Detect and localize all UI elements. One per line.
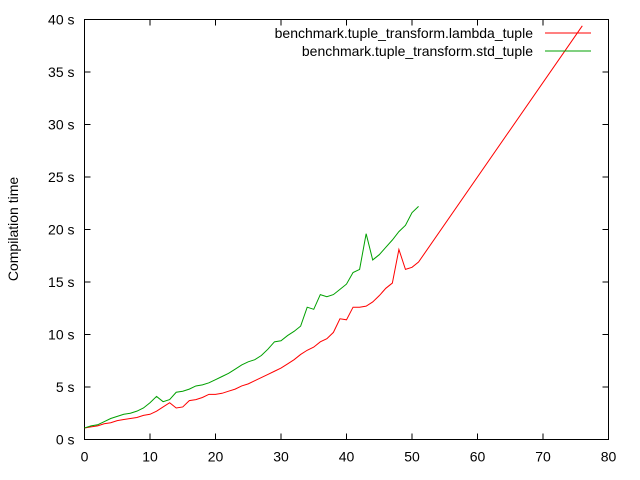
x-tick-label: 80: [601, 449, 617, 465]
x-tick-label: 70: [535, 449, 551, 465]
series-line-1: [84, 25, 583, 429]
series-line-2: [84, 206, 419, 429]
x-tick-label: 50: [404, 449, 420, 465]
x-tick-label: 20: [208, 449, 224, 465]
y-tick-label: 25 s: [48, 169, 74, 185]
y-tick-label: 10 s: [48, 327, 74, 343]
legend: benchmark.tuple_transform.lambda_tuplebe…: [275, 25, 591, 59]
y-axis-title: Compilation time: [5, 177, 21, 281]
x-tick-label: 10: [142, 449, 158, 465]
x-tick-label: 40: [339, 449, 355, 465]
plot-frame: [84, 19, 609, 440]
y-tick-label: 5 s: [56, 379, 75, 395]
series-group: [84, 25, 583, 429]
y-tick-label: 20 s: [48, 222, 74, 238]
y-tick-label: 35 s: [48, 64, 74, 80]
y-tick-label: 40 s: [48, 12, 74, 28]
legend-label-1: benchmark.tuple_transform.lambda_tuple: [275, 25, 534, 41]
y-tick-label: 15 s: [48, 274, 74, 290]
y-axis: 0 s 5 s 10 s 15 s 20 s 25 s 30 s 35 s 40 s: [48, 12, 609, 448]
x-tick-label: 0: [81, 449, 89, 465]
y-tick-label: 30 s: [48, 117, 74, 133]
x-axis: 0 10 20 30 40 50 60 70 80: [81, 19, 617, 465]
x-tick-label: 60: [470, 449, 486, 465]
y-tick-label: 0 s: [56, 432, 75, 448]
legend-label-2: benchmark.tuple_transform.std_tuple: [302, 43, 533, 59]
x-tick-label: 30: [273, 449, 289, 465]
